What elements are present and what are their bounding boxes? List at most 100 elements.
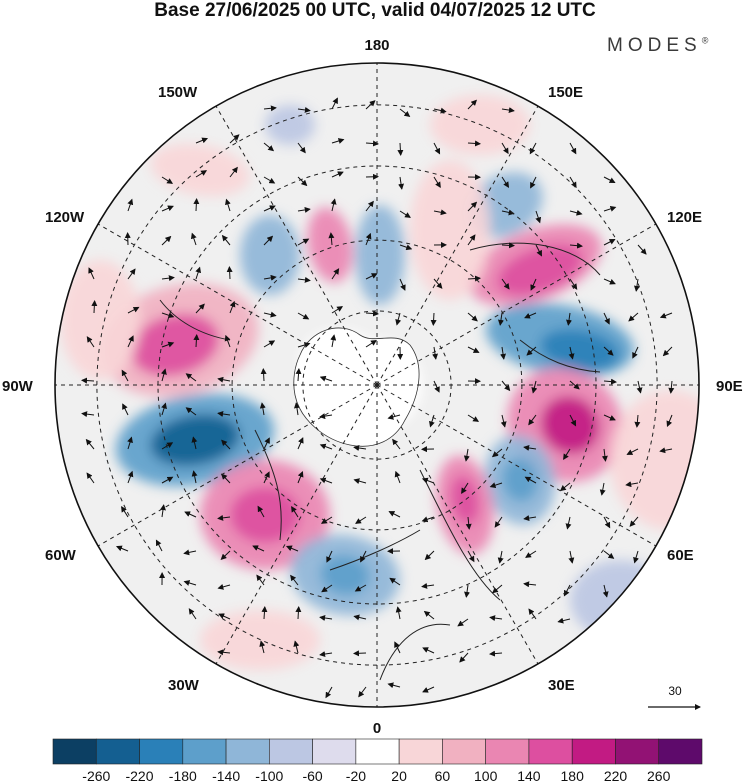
colorbar-swatch <box>485 738 530 765</box>
wind-arrow <box>263 437 270 450</box>
wind-arrow <box>190 232 197 246</box>
wind-arrow <box>81 377 95 384</box>
colorbar-tick-label: -140 <box>212 768 240 783</box>
wind-arrow <box>217 649 231 656</box>
wind-arrow <box>603 346 614 356</box>
wind-arrow <box>185 373 197 382</box>
wind-arrow <box>297 342 311 348</box>
colorbar-tick-label: 140 <box>517 768 541 783</box>
map-boundary <box>54 62 700 708</box>
wind-arrow <box>569 176 577 189</box>
wind-arrow <box>331 268 340 280</box>
wind-arrow <box>492 584 503 594</box>
wind-arrow <box>115 545 129 552</box>
wind-arrow <box>569 209 583 216</box>
wind-arrow <box>161 476 174 484</box>
wind-arrow <box>160 368 167 382</box>
colorbar-swatch <box>442 738 486 765</box>
wind-arrow <box>319 375 333 382</box>
wind-arrow <box>433 380 440 393</box>
wind-arrow <box>523 515 537 522</box>
wind-arrow <box>127 198 134 212</box>
wind-arrow <box>662 346 673 357</box>
wind-arrow <box>467 234 476 246</box>
wind-arrow <box>628 312 639 322</box>
lon-label-0: 0 <box>373 720 381 737</box>
wind-arrow <box>467 312 478 322</box>
wind-arrow <box>160 504 166 518</box>
wind-arrow <box>161 235 172 246</box>
wind-arrow <box>601 448 608 462</box>
wind-arrow <box>566 312 572 326</box>
wind-arrow <box>161 312 175 319</box>
anomaly-blob <box>320 554 370 596</box>
anomaly-blob <box>497 244 583 296</box>
wind-arrow <box>500 414 507 428</box>
wind-arrow <box>81 411 95 418</box>
wind-arrow <box>161 341 175 348</box>
wind-arrow <box>293 640 300 654</box>
wind-arrow <box>433 142 441 155</box>
wind-arrow <box>360 550 367 563</box>
wind-arrow <box>220 550 231 560</box>
wind-arrow <box>127 436 133 450</box>
colorbar-tick-label: 260 <box>647 768 671 783</box>
wind-arrow <box>423 610 435 620</box>
wind-arrow <box>668 380 675 394</box>
wind-arrow <box>603 378 617 385</box>
wind-arrow <box>319 651 333 658</box>
wind-arrow <box>331 138 345 144</box>
wind-arrow <box>358 686 367 698</box>
anomaly-blob <box>240 215 300 295</box>
wind-arrow <box>433 209 447 216</box>
wind-arrow <box>568 550 575 564</box>
wind-arrow <box>330 198 337 212</box>
wind-arrow <box>221 473 231 484</box>
wind-arrow <box>225 198 231 212</box>
wind-arrow <box>321 584 333 593</box>
colorbar-tick-label: 20 <box>391 768 407 783</box>
wind-arrow <box>229 300 236 314</box>
colorbar-swatch <box>52 738 97 765</box>
wind-arrow <box>525 550 537 558</box>
colorbar-swatch <box>355 738 400 765</box>
meridian-line <box>376 105 539 386</box>
wind-arrow <box>195 266 202 280</box>
meridian-line <box>215 105 378 386</box>
wind-arrow <box>217 411 231 417</box>
wind-arrow <box>626 448 639 455</box>
wind-arrow <box>603 176 616 183</box>
wind-arrow <box>659 447 673 454</box>
wind-arrow <box>161 176 174 184</box>
wind-arrow <box>633 278 640 292</box>
colorbar-swatch <box>182 738 227 765</box>
wind-arrow <box>535 244 542 257</box>
wind-arrow <box>603 312 610 325</box>
wind-arrow <box>252 545 265 552</box>
wind-arrow <box>290 574 299 586</box>
wind-arrow <box>229 134 240 144</box>
wind-arrow <box>394 470 401 484</box>
wind-arrow <box>297 206 311 213</box>
wind-arrow <box>326 550 333 563</box>
anomaly-blob <box>540 329 620 371</box>
vector-reference: 30 <box>648 684 701 710</box>
wind-arrow <box>229 166 238 178</box>
wind-arrow <box>193 334 200 348</box>
wind-arrow <box>365 200 374 212</box>
wind-arrow <box>433 176 441 189</box>
anomaly-blob <box>307 207 353 283</box>
meridian-line <box>97 384 378 547</box>
wind-arrow <box>191 436 198 450</box>
wind-arrow <box>121 369 129 382</box>
anomaly-blob <box>265 105 315 145</box>
wind-arrow <box>433 107 447 114</box>
wind-arrow <box>297 437 304 450</box>
wind-arrow <box>429 414 435 428</box>
lon-label-90e: 90E <box>716 378 743 395</box>
wind-arrow <box>195 170 208 178</box>
wind-arrow <box>531 380 538 394</box>
wind-arrow <box>88 267 95 280</box>
wind-arrow <box>320 516 333 524</box>
wind-arrow <box>494 516 503 528</box>
